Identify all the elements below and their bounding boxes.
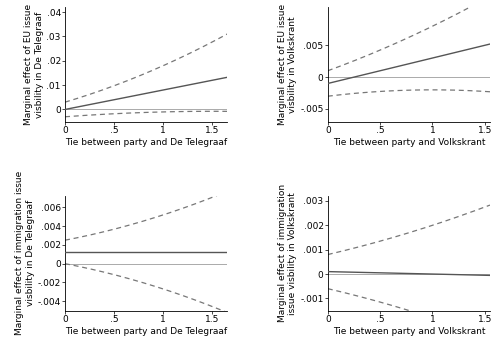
Y-axis label: Marginal effect of immigration
issue visbility in Volkskrant: Marginal effect of immigration issue vis… xyxy=(278,184,297,322)
Y-axis label: Marginal effect of immigration issue
visbility in De Telegraaf: Marginal effect of immigration issue vis… xyxy=(16,171,35,336)
X-axis label: Tie between party and Volkskrant: Tie between party and Volkskrant xyxy=(332,137,485,147)
Y-axis label: Marginal effect of EU issue
visbility in Volkskrant: Marginal effect of EU issue visbility in… xyxy=(278,4,297,125)
X-axis label: Tie between party and Volkskrant: Tie between party and Volkskrant xyxy=(332,327,485,336)
X-axis label: Tie between party and De Telegraaf: Tie between party and De Telegraaf xyxy=(65,137,227,147)
X-axis label: Tie between party and De Telegraaf: Tie between party and De Telegraaf xyxy=(65,327,227,336)
Y-axis label: Marginal effect of EU issue
visbility in De Telegraaf: Marginal effect of EU issue visbility in… xyxy=(24,4,44,125)
